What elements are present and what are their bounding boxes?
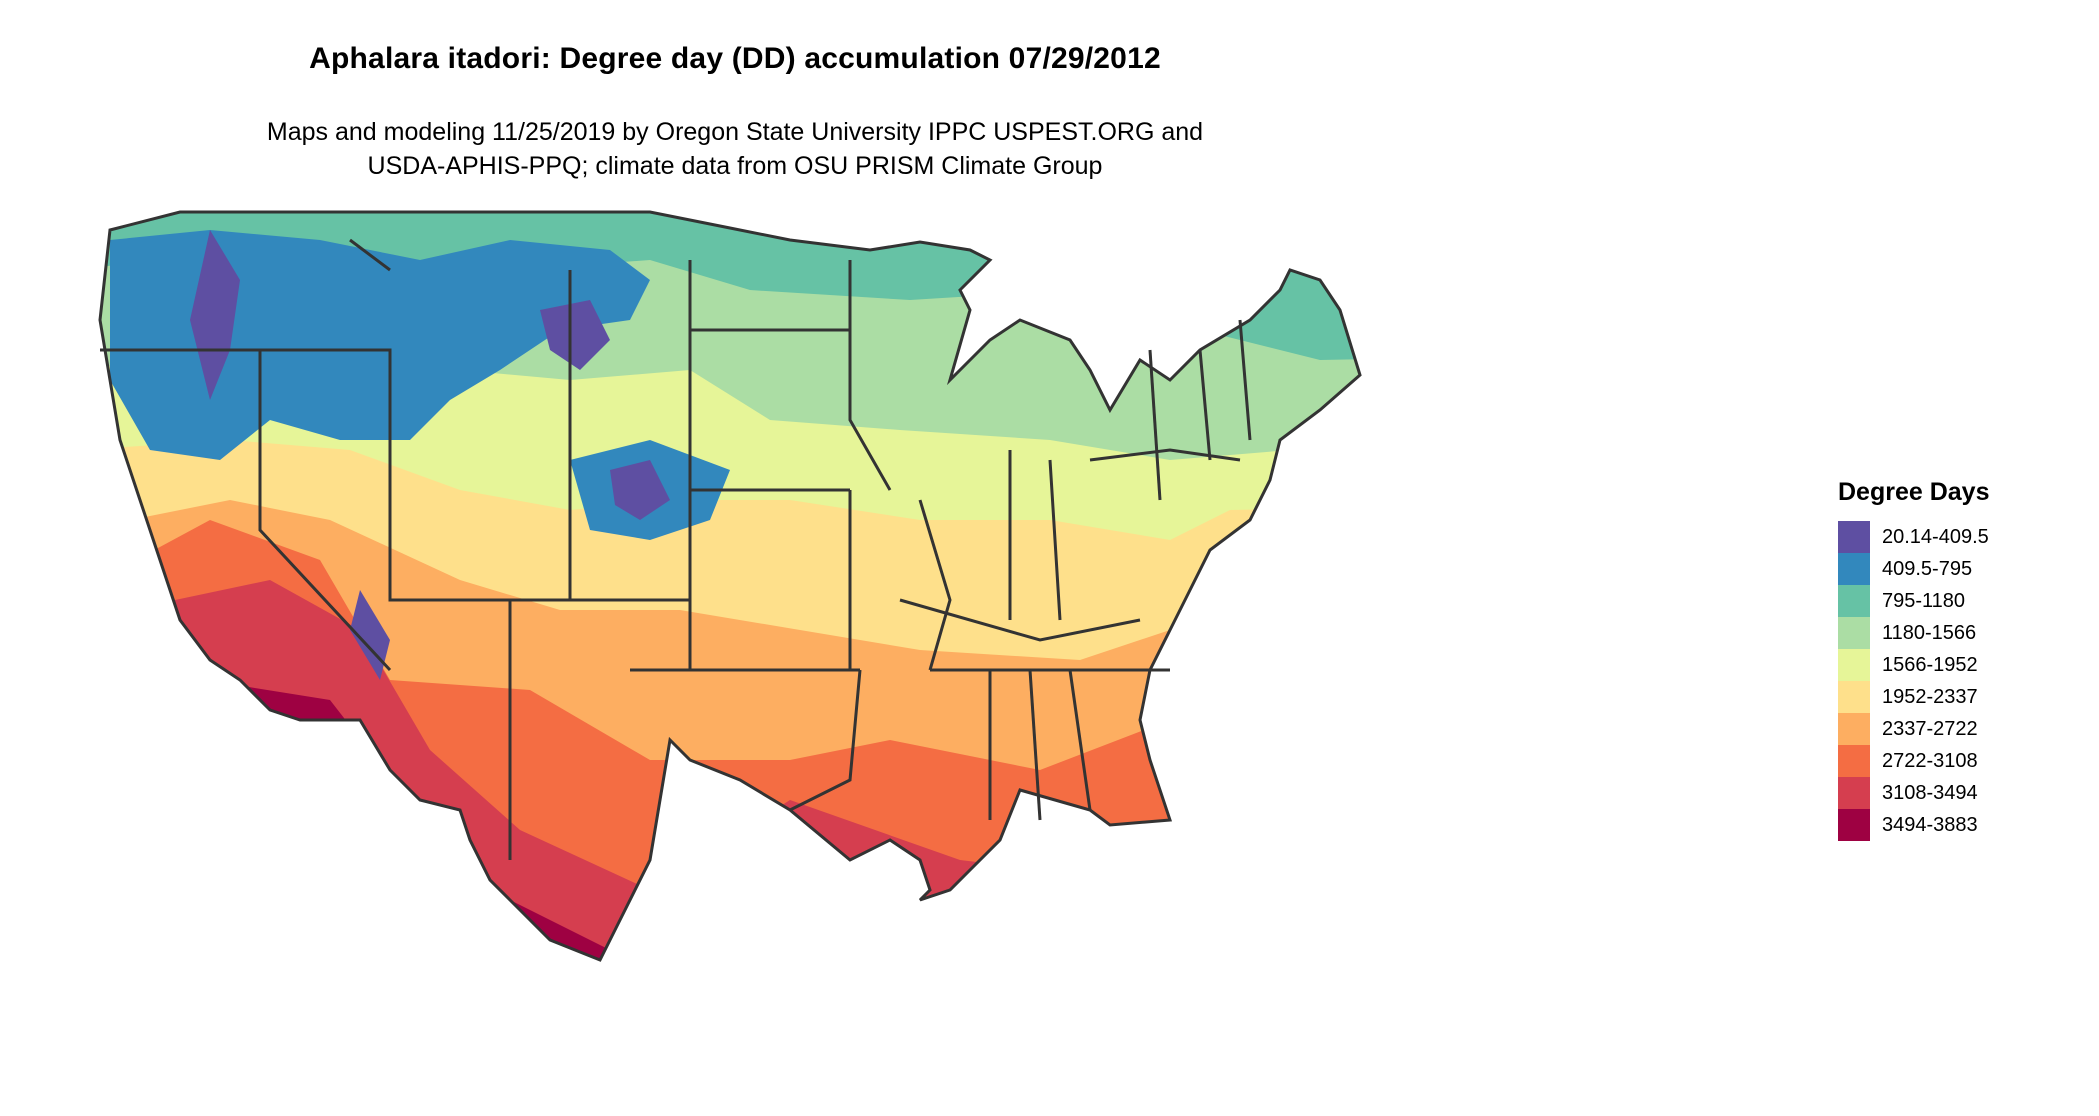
degree-day-map <box>90 200 1810 1116</box>
legend-item: 1952-2337 <box>1838 681 2078 713</box>
legend-swatch <box>1838 713 1870 745</box>
legend-item: 2722-3108 <box>1838 745 2078 777</box>
legend-swatch <box>1838 681 1870 713</box>
legend-item: 20.14-409.5 <box>1838 521 2078 553</box>
legend: Degree Days 20.14-409.5 409.5-795 795-11… <box>1838 478 2078 841</box>
state-borders <box>98 210 1362 962</box>
legend-swatch <box>1838 521 1870 553</box>
legend-label: 20.14-409.5 <box>1882 525 1989 548</box>
legend-swatch <box>1838 649 1870 681</box>
map-title: Aphalara itadori: Degree day (DD) accumu… <box>309 42 1161 75</box>
legend-title: Degree Days <box>1838 478 1990 506</box>
legend-swatch <box>1838 553 1870 585</box>
legend-item: 409.5-795 <box>1838 553 2078 585</box>
legend-item: 1180-1566 <box>1838 617 2078 649</box>
legend-label: 795-1180 <box>1882 589 1966 612</box>
legend-item: 3494-3883 <box>1838 809 2078 841</box>
legend-label: 2337-2722 <box>1882 717 1978 740</box>
legend-swatch <box>1838 777 1870 809</box>
legend-label: 1566-1952 <box>1882 653 1978 676</box>
map-subtitle-line-2: USDA-APHIS-PPQ; climate data from OSU PR… <box>367 152 1103 180</box>
degree-day-raster <box>100 212 1360 960</box>
legend-label: 409.5-795 <box>1882 557 1973 580</box>
legend-label: 1952-2337 <box>1882 685 1978 708</box>
legend-item: 2337-2722 <box>1838 713 2078 745</box>
legend-swatch <box>1838 809 1870 841</box>
legend-item: 3108-3494 <box>1838 777 2078 809</box>
legend-item: 1566-1952 <box>1838 649 2078 681</box>
legend-label: 2722-3108 <box>1882 749 1978 772</box>
legend-label: 3494-3883 <box>1882 813 1978 836</box>
legend-item: 795-1180 <box>1838 585 2078 617</box>
legend-swatch <box>1838 617 1870 649</box>
map-subtitle-line-1: Maps and modeling 11/25/2019 by Oregon S… <box>266 118 1204 146</box>
legend-swatch <box>1838 745 1870 777</box>
legend-label: 3108-3494 <box>1882 781 1978 804</box>
legend-swatch <box>1838 585 1870 617</box>
legend-label: 1180-1566 <box>1882 621 1977 644</box>
